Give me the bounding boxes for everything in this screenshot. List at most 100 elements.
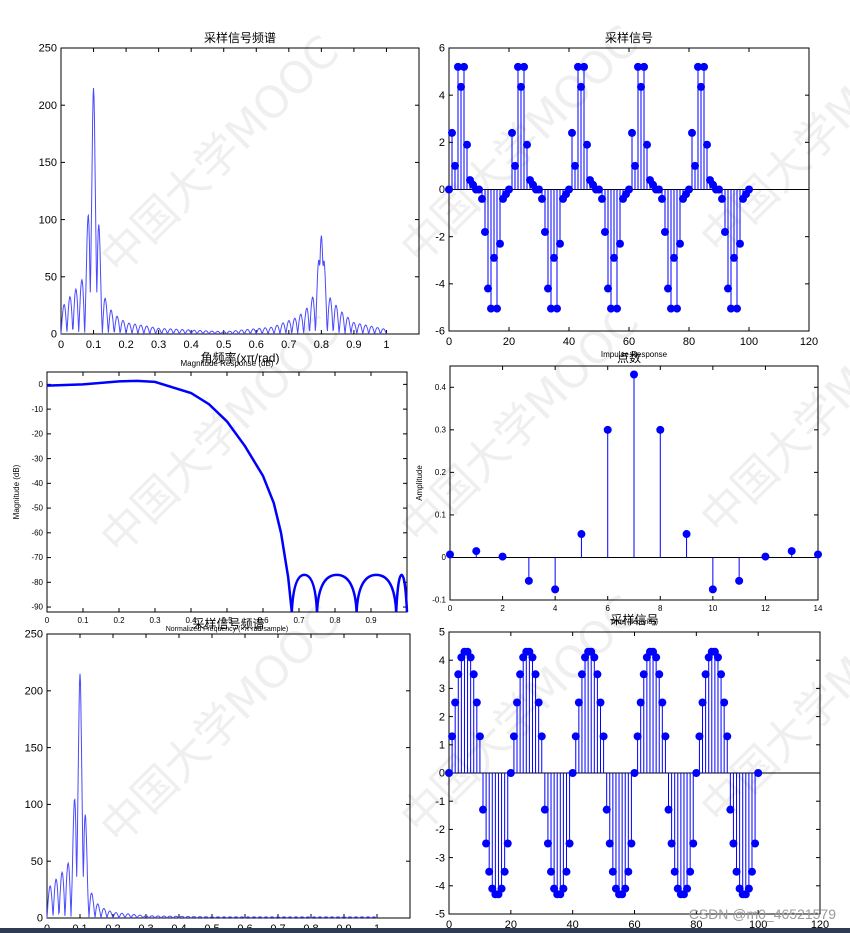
stem-marker [565,839,574,848]
stem-marker [686,867,695,876]
x-tick-label: 0.9 [365,616,377,625]
stem-marker [751,839,760,848]
stem-marker [625,185,633,194]
stem-marker [514,62,522,71]
plot-frame [46,371,408,613]
x-tick-label: 12 [761,604,770,613]
y-tick-label: 100 [39,214,57,226]
stem-marker [460,62,468,71]
stem-marker [484,284,492,293]
stem-marker [568,128,576,137]
stem-marker [472,547,481,556]
chart-title: 采样信号 [605,30,653,45]
stem-marker [735,576,744,585]
stem-marker [720,698,729,707]
stem-marker [694,62,702,71]
sidelobe-line [355,573,398,613]
stem-marker [700,62,708,71]
x-tick-label: 20 [503,336,515,348]
stem-marker [593,670,602,679]
stem-marker [639,670,648,679]
stem-marker [556,239,564,248]
stem-marker [655,670,664,679]
stem-marker [479,805,488,814]
stem-marker [616,239,624,248]
stem-marker [457,82,465,91]
x-tick-label: 0.7 [293,616,305,625]
stem-marker [448,732,457,741]
chart-title: Impulse Response [601,350,668,359]
y-tick-label: 150 [25,742,43,754]
y-tick-label: -90 [31,603,43,612]
y-tick-label: 0 [442,553,447,562]
stem-marker [571,161,579,170]
stem-marker [571,732,580,741]
x-axis-label: Time (seconds) [610,619,658,626]
x-tick-label: 0.3 [151,339,166,351]
stem-marker [478,194,486,203]
x-tick-label: 0.4 [184,339,199,351]
stem-marker [726,805,735,814]
stem-marker [506,769,515,777]
sidelobe-line [290,573,319,613]
stem-marker [469,670,478,679]
stem-marker [613,304,621,313]
stem-marker [605,839,614,848]
stem-marker [723,732,732,741]
stem-marker [661,227,669,236]
stem-marker [568,769,577,777]
stem-marker [656,425,665,434]
stem-marker [544,284,552,293]
stem-marker [547,867,556,876]
stem-marker [454,62,462,71]
x-tick-label: 0.8 [314,339,329,351]
y-tick-label: 6 [439,43,445,55]
stem-marker [541,227,549,236]
stem-marker [496,239,504,248]
y-tick-label: 4 [439,90,445,102]
chart-title: 采样信号频谱 [192,616,264,631]
stem-marker [451,161,459,170]
stem-marker [580,62,588,71]
x-tick-label: 0.6 [249,339,264,351]
stem-marker [531,670,540,679]
stem-marker [745,185,753,194]
stem-marker [814,550,822,559]
x-tick-label: 0.6 [257,616,269,625]
stem-marker [685,185,693,194]
stem-marker [602,805,611,814]
stem-marker [454,670,463,679]
stem-marker [636,698,645,707]
stem-marker [708,585,717,594]
x-tick-label: 2 [500,604,505,613]
stem-marker [732,867,741,876]
stem-marker [513,698,522,707]
x-tick-label: 0.5 [221,616,233,625]
y-tick-label: -30 [31,454,43,463]
stem-marker [472,698,481,707]
stem-marker [516,670,525,679]
stem-marker [547,304,555,313]
x-tick-label: 14 [814,604,823,613]
stem-marker [553,304,561,313]
stem-marker [551,585,560,594]
x-tick-label: 0.1 [86,339,101,351]
stem-marker [655,185,663,194]
y-tick-label: -3 [435,852,445,864]
stem-marker [673,304,681,313]
y-tick-label: -50 [31,504,43,513]
y-tick-label: -5 [435,909,445,921]
stem-marker [508,128,516,137]
x-tick-label: 0.3 [149,616,161,625]
stem-marker [550,253,558,262]
y-tick-label: -2 [435,231,445,243]
sidelobe-line [394,573,409,613]
y-tick-label: -2 [435,824,445,836]
y-tick-label: 0.4 [435,383,447,392]
stem-marker [754,769,763,777]
stem-marker [610,253,618,262]
plot-frame [46,633,411,919]
y-tick-label: -20 [31,430,43,439]
